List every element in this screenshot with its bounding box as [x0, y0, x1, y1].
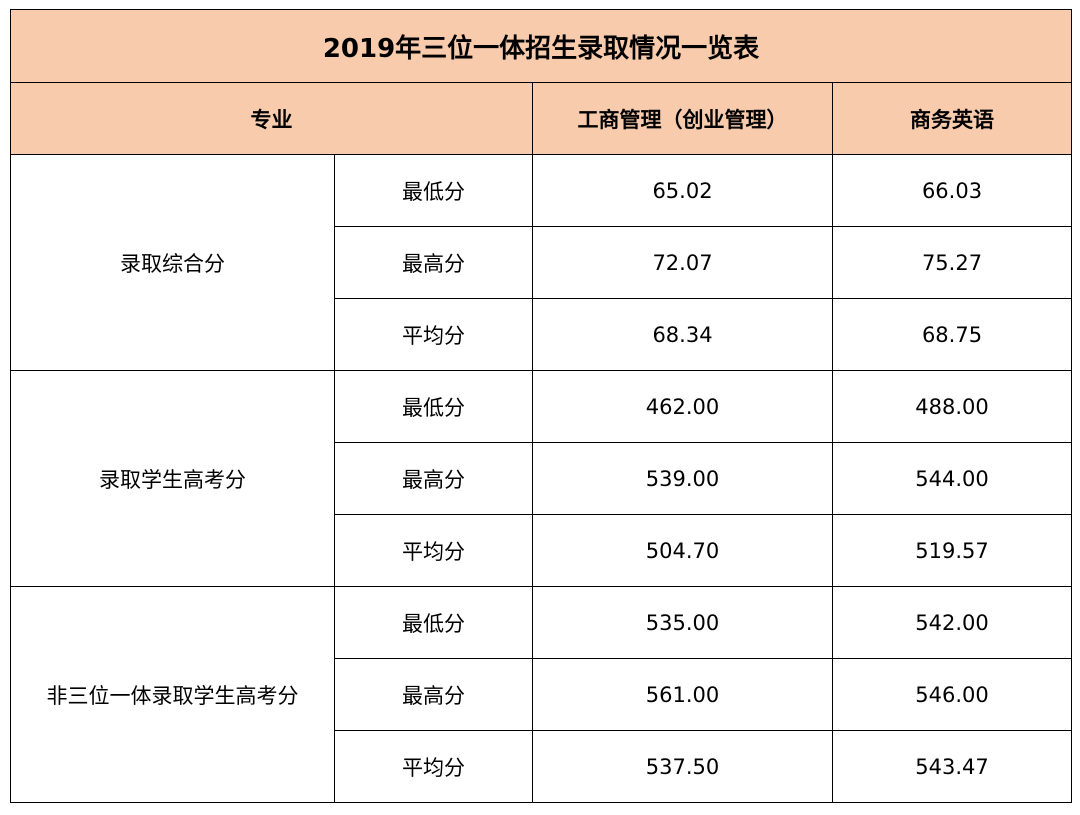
table-row: 平均分 504.70 519.57 — [11, 514, 1072, 587]
table-row: 最高分 539.00 544.00 — [11, 442, 1072, 515]
value-cell-business-english: 546.00 — [832, 658, 1072, 731]
table-row: 非三位一体录取学生高考分 最低分 535.00 542.00 — [10, 586, 1072, 803]
table-row: 录取综合分 最低分 65.02 66.03 — [10, 154, 1072, 371]
group-label-gaokao-score: 录取学生高考分 — [10, 370, 335, 587]
value-cell-business-english: 519.57 — [832, 514, 1072, 587]
metric-label-avg: 平均分 — [334, 514, 533, 587]
value-cell-business-management: 539.00 — [532, 442, 833, 515]
column-header-business-management: 工商管理（创业管理） — [532, 82, 833, 155]
value-cell-business-management: 537.50 — [532, 730, 833, 803]
table-row: 平均分 537.50 543.47 — [11, 730, 1072, 803]
value-cell-business-management: 535.00 — [532, 586, 833, 659]
group-label-comprehensive-score: 录取综合分 — [10, 154, 335, 371]
value-cell-business-english: 75.27 — [832, 226, 1072, 299]
group-label-non-sanwei-gaokao-score: 非三位一体录取学生高考分 — [10, 586, 335, 803]
metric-label-min: 最低分 — [334, 154, 533, 227]
metric-label-avg: 平均分 — [334, 730, 533, 803]
table-title: 2019年三位一体招生录取情况一览表 — [10, 9, 1072, 83]
table-row: 最高分 561.00 546.00 — [11, 658, 1072, 731]
value-cell-business-management: 72.07 — [532, 226, 833, 299]
value-cell-business-english: 68.75 — [832, 298, 1072, 371]
value-cell-business-english: 544.00 — [832, 442, 1072, 515]
value-cell-business-management: 504.70 — [532, 514, 833, 587]
major-header: 专业 — [10, 82, 533, 155]
table-row: 录取学生高考分 最低分 462.00 488.00 — [10, 370, 1072, 587]
value-cell-business-management: 462.00 — [532, 370, 833, 443]
metric-label-max: 最高分 — [334, 658, 533, 731]
value-cell-business-english: 542.00 — [832, 586, 1072, 659]
header-row: 专业 工商管理（创业管理） 商务英语 — [10, 82, 1072, 155]
value-cell-business-management: 561.00 — [532, 658, 833, 731]
value-cell-business-english: 488.00 — [832, 370, 1072, 443]
admission-table: 2019年三位一体招生录取情况一览表 专业 工商管理（创业管理） 商务英语 录取… — [10, 9, 1072, 803]
title-row: 2019年三位一体招生录取情况一览表 — [10, 9, 1072, 83]
admission-table-container: 2019年三位一体招生录取情况一览表 专业 工商管理（创业管理） 商务英语 录取… — [10, 9, 1072, 803]
metric-label-min: 最低分 — [334, 370, 533, 443]
column-header-business-english: 商务英语 — [832, 82, 1072, 155]
value-cell-business-english: 66.03 — [832, 154, 1072, 227]
metric-label-max: 最高分 — [334, 226, 533, 299]
table-row: 最高分 72.07 75.27 — [11, 226, 1072, 299]
value-cell-business-management: 68.34 — [532, 298, 833, 371]
metric-label-avg: 平均分 — [334, 298, 533, 371]
value-cell-business-english: 543.47 — [832, 730, 1072, 803]
metric-label-max: 最高分 — [334, 442, 533, 515]
metric-label-min: 最低分 — [334, 586, 533, 659]
value-cell-business-management: 65.02 — [532, 154, 833, 227]
